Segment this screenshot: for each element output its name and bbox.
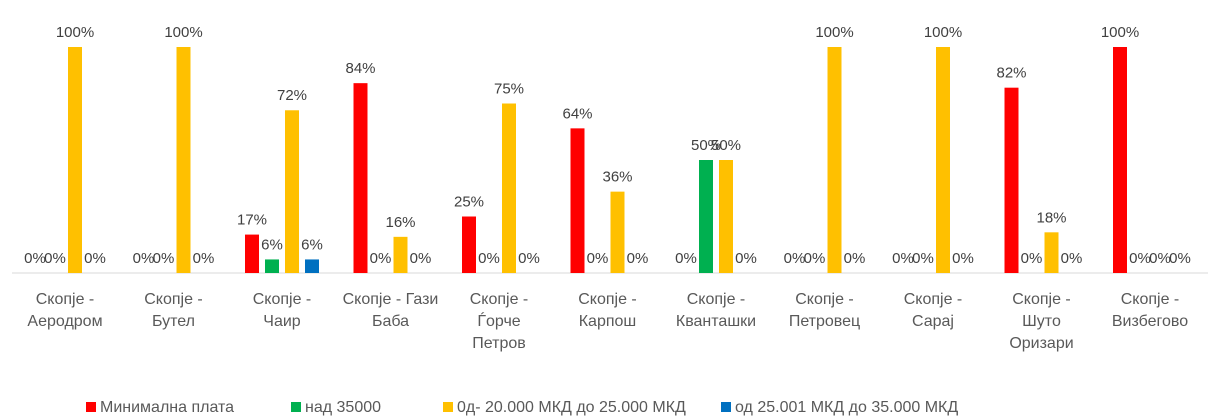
- bar: [1044, 232, 1059, 273]
- data-label: 100%: [164, 24, 202, 41]
- bar: [462, 216, 476, 273]
- data-label: 0%: [410, 250, 432, 267]
- bar: [1004, 87, 1019, 274]
- data-label: 0%: [1061, 250, 1083, 267]
- data-label: 0%: [844, 250, 866, 267]
- bar: [68, 47, 82, 273]
- bar: [570, 128, 585, 273]
- data-label: 75%: [494, 80, 524, 97]
- data-label: 0%: [627, 250, 649, 267]
- data-label: 0%: [912, 250, 934, 267]
- data-label: 50%: [711, 137, 741, 154]
- data-label: 36%: [602, 169, 632, 186]
- bar: [393, 236, 408, 273]
- data-label: 64%: [562, 105, 592, 122]
- data-label: 0%: [1129, 250, 1151, 267]
- data-label: 0%: [1021, 250, 1043, 267]
- data-label: 25%: [454, 193, 484, 210]
- bar: [353, 83, 368, 273]
- data-label: 17%: [237, 212, 267, 229]
- bar: [245, 234, 259, 273]
- legend-swatch: [443, 402, 453, 412]
- data-label: 18%: [1036, 209, 1066, 226]
- x-tick-label: Скопје - Гази Баба: [342, 291, 439, 330]
- x-tick-label: Скопје - Чаир: [252, 291, 312, 330]
- legend-swatch: [86, 402, 96, 412]
- data-label: 100%: [56, 24, 94, 41]
- data-label: 0%: [735, 250, 757, 267]
- data-label: 0%: [784, 250, 806, 267]
- bar: [936, 47, 950, 273]
- legend-label: над 35000: [305, 399, 381, 416]
- data-label: 0%: [153, 250, 175, 267]
- data-label: 72%: [277, 87, 307, 104]
- data-label: 0%: [193, 250, 215, 267]
- data-label: 82%: [996, 65, 1026, 82]
- bar: [285, 110, 299, 273]
- data-label: 6%: [261, 236, 283, 253]
- bar: [827, 47, 842, 273]
- data-label: 0%: [952, 250, 974, 267]
- data-label: 0%: [370, 250, 392, 267]
- legend-label: 0д- 20.000 МКД до 25.000 МКД: [457, 399, 686, 416]
- data-label: 84%: [345, 60, 375, 77]
- bar: [610, 191, 625, 273]
- bar: [699, 160, 713, 273]
- bar: [176, 47, 191, 273]
- bar: [265, 259, 279, 273]
- x-tick-label: Скопје - Карпош: [578, 291, 637, 330]
- x-tick-label: Скопје - Сарај: [903, 291, 963, 330]
- x-tick-label: Скопје - Шуто Оризари: [1009, 291, 1074, 352]
- data-label: 0%: [892, 250, 914, 267]
- data-label: 100%: [1101, 24, 1139, 41]
- data-label: 0%: [133, 250, 155, 267]
- data-label: 100%: [924, 24, 962, 41]
- data-label: 0%: [1169, 250, 1191, 267]
- x-tick-label: Скопје - Ѓорче Петров: [469, 291, 529, 352]
- data-label: 0%: [24, 250, 46, 267]
- data-label: 16%: [385, 214, 415, 231]
- data-label: 0%: [804, 250, 826, 267]
- data-label: 0%: [675, 250, 697, 267]
- data-label: 6%: [301, 236, 323, 253]
- x-tick-label: Скопје - Визбегово: [1111, 291, 1189, 330]
- data-label: 0%: [44, 250, 66, 267]
- data-label: 0%: [587, 250, 609, 267]
- data-label: 0%: [84, 250, 106, 267]
- bar: [1113, 47, 1127, 273]
- legend-label: од 25.001 МКД до 35.000 МКД: [735, 399, 958, 416]
- bar: [719, 160, 733, 273]
- data-label: 0%: [478, 250, 500, 267]
- bar: [502, 103, 516, 273]
- x-tick-label: Скопје - Аеродром: [27, 291, 103, 330]
- legend-swatch: [291, 402, 301, 412]
- x-tick-label: Скопје - Бутел: [144, 291, 203, 330]
- x-tick-label: Скопје - Петровец: [788, 291, 861, 330]
- legend-swatch: [721, 402, 731, 412]
- data-label: 0%: [518, 250, 540, 267]
- x-tick-label: Скопје - Кванташки: [675, 291, 757, 330]
- data-label: 0%: [1149, 250, 1171, 267]
- legend-label: Минимална плата: [100, 399, 234, 416]
- data-label: 100%: [815, 24, 853, 41]
- data-label: 50%: [691, 137, 721, 154]
- bar: [305, 259, 319, 273]
